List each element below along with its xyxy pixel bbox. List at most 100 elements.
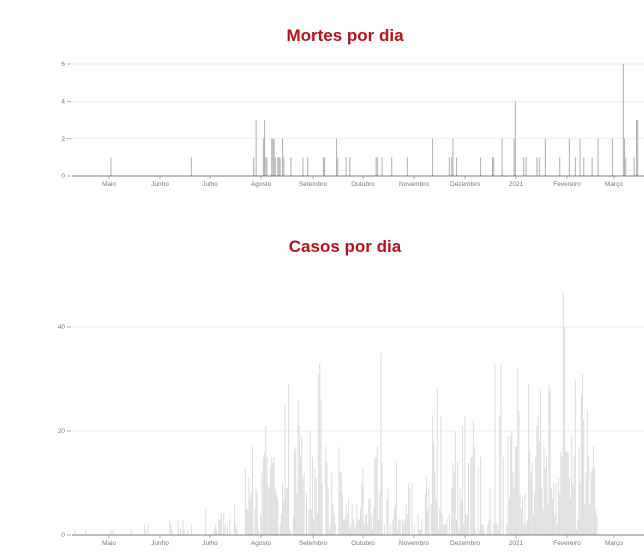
cases-bar xyxy=(454,431,456,535)
cases-chart-title: Casos por dia xyxy=(288,237,402,256)
deaths-bar xyxy=(406,157,408,176)
cases-bar xyxy=(498,529,500,535)
deaths-bar xyxy=(271,138,273,176)
cases-bar xyxy=(558,477,560,535)
deaths-bar xyxy=(381,157,383,176)
cases-bar xyxy=(256,493,258,535)
cases-bar xyxy=(579,483,581,535)
cases-bar xyxy=(547,503,549,535)
cases-bar xyxy=(550,488,552,535)
deaths-bar xyxy=(456,157,458,176)
cases-bar xyxy=(554,514,556,535)
cases-bar xyxy=(430,503,432,535)
cases-bar xyxy=(177,519,179,535)
cases-bar xyxy=(596,514,598,535)
cases-bar xyxy=(285,488,287,535)
cases-bar xyxy=(525,524,527,535)
cases-bar xyxy=(465,514,467,535)
cases-bar xyxy=(260,514,262,535)
cases-bar xyxy=(362,467,364,535)
cases-bar xyxy=(327,488,329,535)
deaths-x-tick-label: Outubro xyxy=(351,181,375,188)
deaths-bar xyxy=(591,157,593,176)
cases-bar xyxy=(306,493,308,535)
cases-bar xyxy=(439,509,441,535)
cases-bar xyxy=(334,524,336,535)
cases-bar xyxy=(397,529,399,535)
deaths-x-tick-label: Julho xyxy=(202,181,218,188)
cases-bar xyxy=(183,529,185,535)
cases-bar xyxy=(584,503,586,535)
deaths-bar xyxy=(514,101,516,176)
cases-bar xyxy=(319,363,321,535)
cases-bar xyxy=(363,524,365,535)
cases-bar xyxy=(345,503,347,535)
cases-bar xyxy=(471,457,473,535)
cases-bar xyxy=(249,498,251,535)
cases-bar xyxy=(483,529,485,535)
cases-bar xyxy=(568,477,570,535)
cases-bar xyxy=(330,524,332,535)
cases-bar xyxy=(381,462,383,535)
cases-bar xyxy=(378,519,380,535)
cases-bar xyxy=(411,483,413,535)
cases-bar xyxy=(526,519,528,535)
cases-bar xyxy=(589,503,591,535)
cases-bar xyxy=(580,394,582,535)
cases-bar xyxy=(226,524,228,535)
deaths-bar xyxy=(274,157,276,176)
deaths-x-tick-label: Agosto xyxy=(251,181,272,188)
cases-y-tick-label: 20 xyxy=(58,428,66,435)
cases-bar xyxy=(346,514,348,535)
cases-bar xyxy=(252,446,254,535)
deaths-chart: 0 2 4 6 Maio Junho Julho Agosto Setembro Outubro N… xyxy=(61,61,644,188)
cases-bar xyxy=(578,446,580,535)
cases-bar xyxy=(441,514,443,535)
deaths-bar xyxy=(375,157,377,176)
cases-bar xyxy=(130,529,132,535)
cases-bar xyxy=(361,483,363,535)
cases-bar xyxy=(424,493,426,535)
cases-bar xyxy=(277,498,279,535)
deaths-y-tick-label: 2 xyxy=(61,136,65,143)
cases-x-tick-label: Março xyxy=(605,540,623,547)
cases-bar xyxy=(418,529,420,535)
cases-bar xyxy=(380,353,382,535)
deaths-bar xyxy=(579,138,581,176)
cases-bar xyxy=(444,524,446,535)
cases-bar xyxy=(379,493,381,535)
cases-bar xyxy=(187,529,189,535)
cases-bar xyxy=(448,514,450,535)
cases-bar xyxy=(247,509,249,535)
cases-bar xyxy=(171,529,173,535)
deaths-bar xyxy=(448,157,450,176)
cases-bar xyxy=(286,488,288,535)
cases-bar xyxy=(147,524,149,535)
cases-bar xyxy=(531,462,533,535)
cases-bar xyxy=(350,524,352,535)
cases-bar xyxy=(457,462,459,535)
cases-bar xyxy=(214,524,216,535)
cases-bar xyxy=(213,529,215,535)
cases-bar xyxy=(451,488,453,535)
cases-bar xyxy=(270,467,272,535)
cases-bar xyxy=(500,363,502,535)
cases-bar xyxy=(258,529,260,535)
cases-bar xyxy=(417,514,419,535)
cases-bar xyxy=(309,431,311,535)
deaths-x-tick-label: Junho xyxy=(151,181,169,188)
cases-bar xyxy=(514,446,516,535)
cases-bar xyxy=(518,410,520,535)
cases-bar xyxy=(370,514,372,535)
cases-bar xyxy=(338,446,340,535)
cases-bar xyxy=(394,503,396,535)
cases-bar xyxy=(234,503,236,535)
deaths-x-tick-label: Setembro xyxy=(299,181,328,188)
cases-bar xyxy=(224,524,226,535)
cases-bar xyxy=(273,457,275,535)
cases-bar xyxy=(295,446,297,535)
cases-bar xyxy=(432,415,434,535)
cases-bar xyxy=(522,498,524,535)
cases-bar xyxy=(374,457,376,535)
cases-bar xyxy=(428,488,430,535)
